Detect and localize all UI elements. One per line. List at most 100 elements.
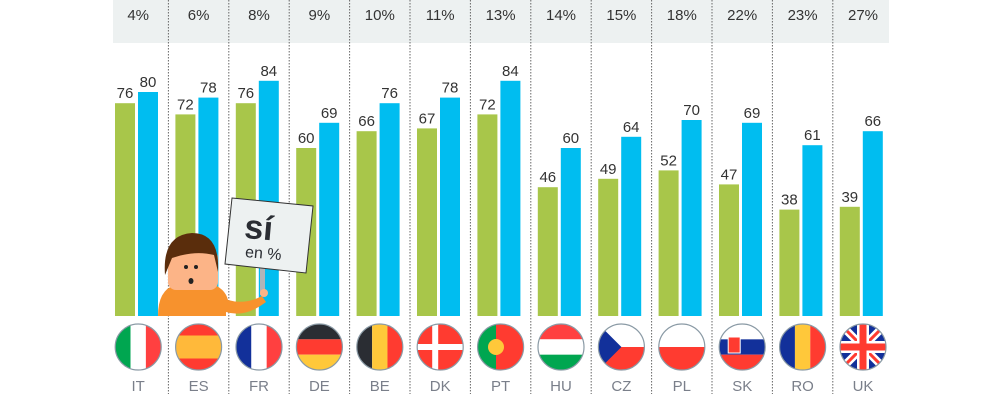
country-label: IT <box>132 378 145 395</box>
data-label: 76 <box>381 85 398 102</box>
bar-green <box>417 128 437 316</box>
top-percent-label: 9% <box>309 7 331 24</box>
bar-green <box>537 187 558 316</box>
country-label: SK <box>732 378 752 395</box>
top-percent-label: 6% <box>188 7 210 24</box>
country-label: DE <box>309 378 330 395</box>
flag-fr-icon <box>236 324 282 370</box>
flag-border <box>537 323 585 371</box>
country-label: PL <box>673 378 691 395</box>
top-percent-label: 4% <box>127 7 149 24</box>
bar-blue <box>862 131 883 316</box>
top-percent-label: 27% <box>848 7 878 24</box>
top-percent-label: 15% <box>606 7 636 24</box>
data-label: 46 <box>539 169 556 186</box>
bar-green <box>115 103 135 316</box>
bar-green <box>719 184 739 316</box>
data-label: 49 <box>600 161 617 178</box>
top-percent-label: 13% <box>486 7 516 24</box>
flag-border <box>295 323 343 371</box>
bar-blue <box>440 97 460 316</box>
bar-green <box>598 178 619 316</box>
top-percent-label: 14% <box>546 7 576 24</box>
flag-border <box>477 323 525 371</box>
data-label: 60 <box>562 130 579 147</box>
top-percent-label: 22% <box>727 7 757 24</box>
bar-blue <box>742 122 762 316</box>
data-label: 72 <box>177 96 194 113</box>
country-label: BE <box>370 378 390 395</box>
bar-green <box>356 131 377 316</box>
bar-green <box>296 148 317 316</box>
data-label: 60 <box>298 130 315 147</box>
bar-green <box>839 206 860 316</box>
top-percent-band <box>113 0 889 43</box>
country-label: HU <box>550 378 572 395</box>
flag-be-icon <box>356 324 403 370</box>
country-label: ES <box>189 378 209 395</box>
top-percent-label: 23% <box>788 7 818 24</box>
flag-hu-icon <box>538 324 584 370</box>
bar-blue <box>560 148 581 316</box>
data-label: 84 <box>260 63 277 80</box>
data-label: 61 <box>804 127 821 144</box>
flag-cz-icon <box>598 324 645 370</box>
flag-border <box>778 323 827 371</box>
flag-border <box>597 323 646 371</box>
bar-blue <box>500 80 521 316</box>
flag-es-icon <box>175 324 222 370</box>
top-percent-label: 8% <box>248 7 270 24</box>
bar-green <box>658 170 679 316</box>
flag-border <box>718 323 766 371</box>
flag-pl-icon <box>658 324 705 370</box>
data-label: 70 <box>683 102 700 119</box>
flag-border <box>175 323 223 371</box>
data-label: 80 <box>140 74 157 91</box>
flag-border <box>658 323 706 371</box>
data-label: 64 <box>623 119 640 136</box>
data-label: 69 <box>321 105 338 122</box>
flag-dk-icon <box>417 324 464 370</box>
flag-ro-icon <box>779 324 826 370</box>
data-label: 78 <box>442 80 459 97</box>
bar-blue <box>198 97 219 316</box>
bar-blue <box>138 92 158 316</box>
bar-green <box>779 209 800 316</box>
bar-blue <box>379 103 400 316</box>
data-label: 39 <box>841 189 858 206</box>
data-label: 72 <box>479 96 496 113</box>
data-label: 76 <box>117 85 134 102</box>
data-label: 78 <box>200 80 217 97</box>
top-percent-label: 11% <box>426 7 455 24</box>
data-label: 47 <box>721 166 738 183</box>
bar-blue <box>681 120 702 316</box>
data-label: 66 <box>864 113 881 130</box>
data-label: 66 <box>358 113 375 130</box>
bar-green <box>175 114 196 317</box>
flag-border <box>839 323 887 371</box>
country-label: CZ <box>611 378 631 395</box>
data-label: 52 <box>660 152 677 169</box>
bar-green <box>477 114 498 317</box>
flag-uk-icon <box>840 324 886 370</box>
flag-border <box>356 323 404 371</box>
data-label: 84 <box>502 63 519 80</box>
flag-border <box>114 323 162 371</box>
top-percent-label: 10% <box>365 7 395 24</box>
flag-de-icon <box>296 324 343 370</box>
country-label: FR <box>249 378 269 395</box>
data-label: 38 <box>781 192 798 209</box>
country-label: RO <box>791 378 814 395</box>
country-label: DK <box>430 378 451 395</box>
data-label: 69 <box>744 105 761 122</box>
country-label: UK <box>853 378 874 395</box>
flag-border <box>416 323 464 371</box>
flag-border <box>235 323 283 371</box>
flag-sk-icon <box>719 324 766 370</box>
data-label: 67 <box>419 110 436 127</box>
bar-green <box>235 103 256 316</box>
country-label: PT <box>491 378 510 395</box>
bar-blue <box>621 136 642 316</box>
